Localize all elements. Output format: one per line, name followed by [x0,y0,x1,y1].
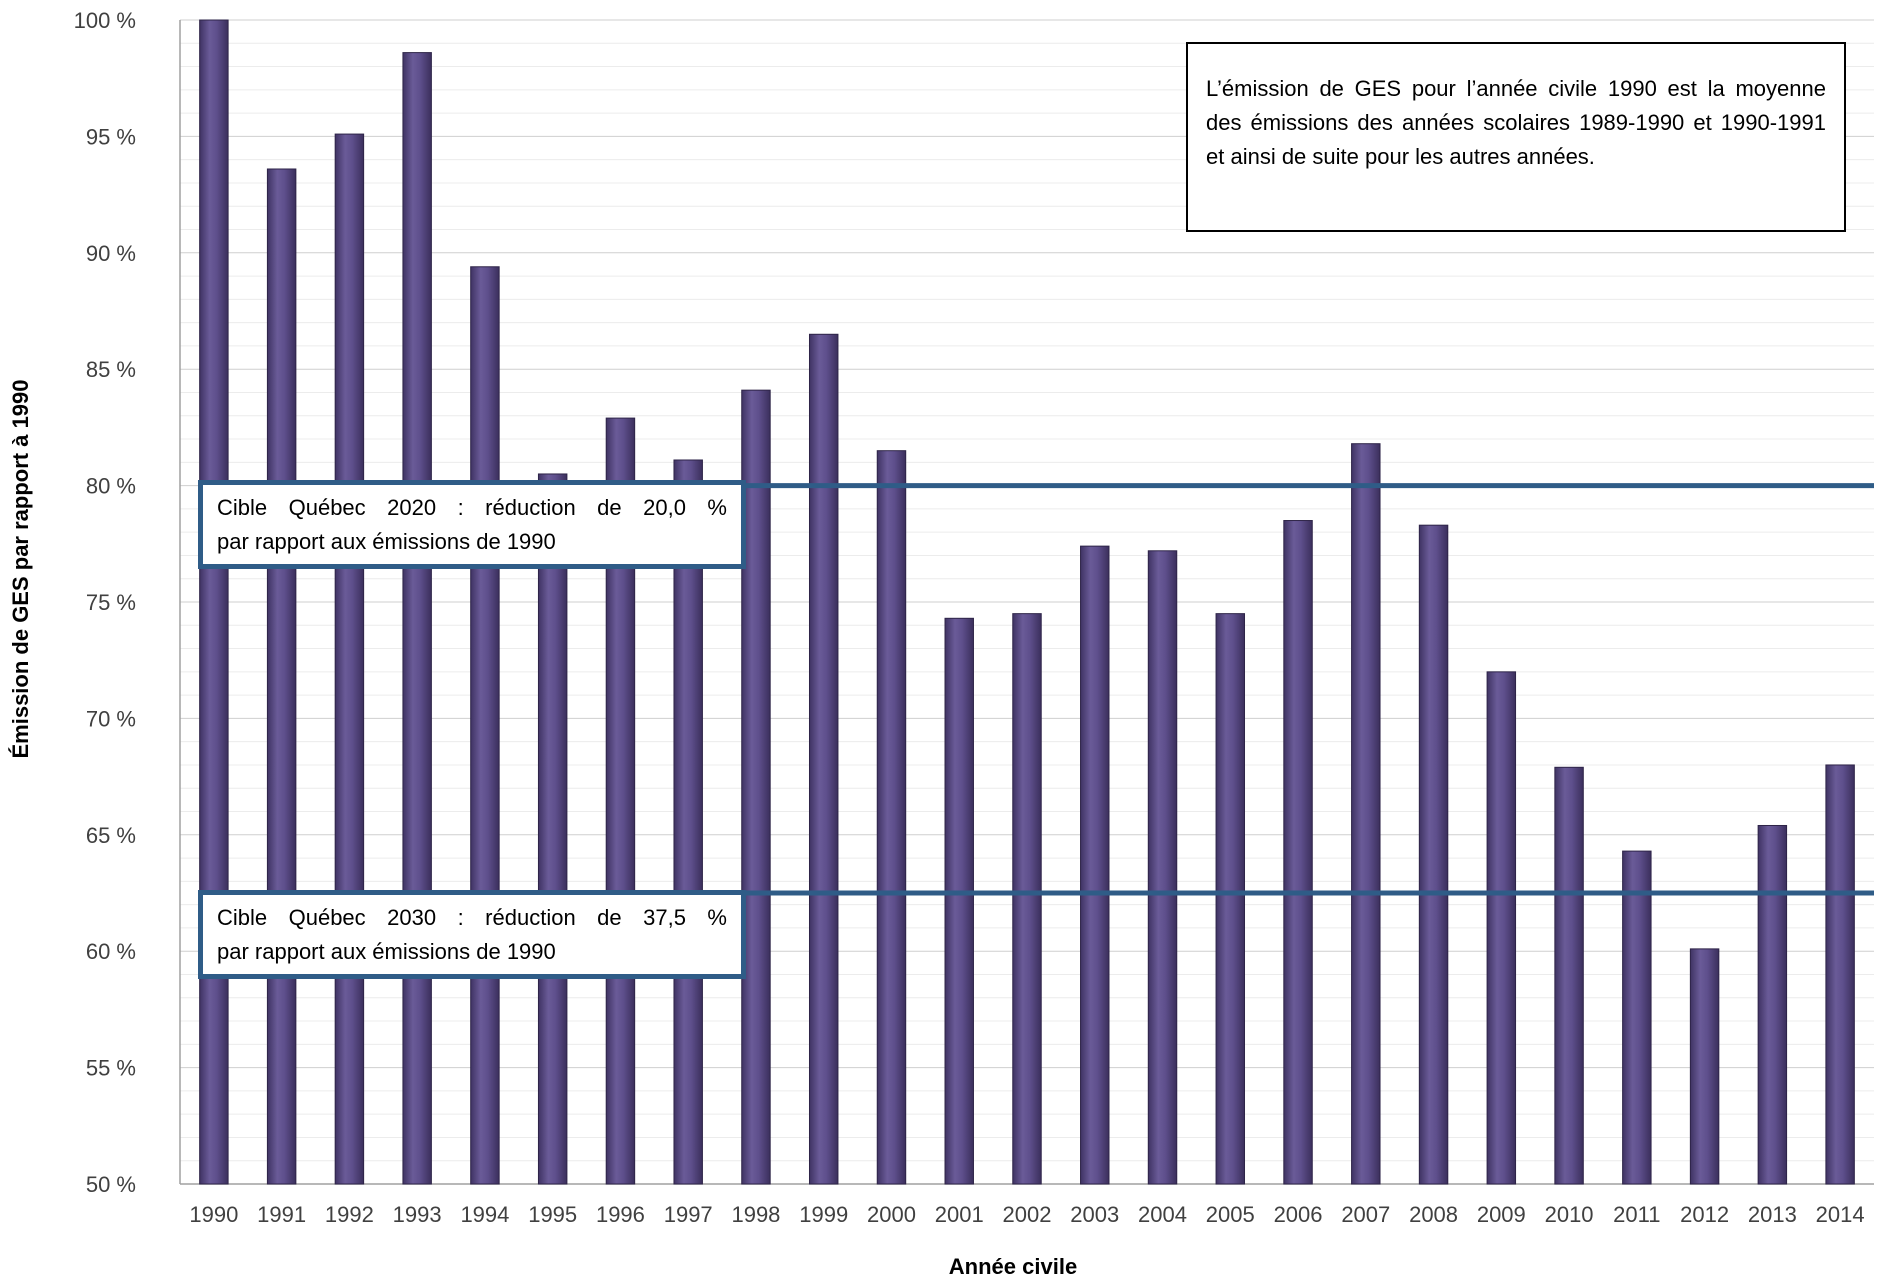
x-tick-label: 2004 [1138,1202,1187,1227]
x-tick-label: 2006 [1274,1202,1323,1227]
bar-1998 [741,389,771,1185]
x-tick-label: 2008 [1409,1202,1458,1227]
x-tick-label: 1992 [325,1202,374,1227]
x-tick-label: 1995 [528,1202,577,1227]
target-2030-label-line1: Cible Québec 2030 : réduction de 37,5 % [217,905,727,930]
bar-2014 [1825,764,1855,1185]
x-tick-label: 1996 [596,1202,645,1227]
bar-1993 [402,52,432,1185]
bar-1997 [673,459,703,1185]
x-axis-title: Année civile [949,1254,1077,1279]
y-tick-label: 55 % [86,1056,136,1081]
bar-1995 [537,473,568,1185]
y-tick-label: 85 % [86,357,136,382]
y-tick-label: 80 % [86,474,136,499]
x-tick-label: 1994 [460,1202,509,1227]
y-tick-label: 75 % [86,590,136,615]
x-tick-label: 1997 [664,1202,713,1227]
x-tick-label: 2002 [1003,1202,1052,1227]
bar-2007 [1351,443,1381,1185]
x-tick-label: 1993 [393,1202,442,1227]
bar-2005 [1215,613,1246,1185]
bar-2010 [1554,766,1584,1185]
bar-2009 [1486,671,1517,1185]
y-tick-label: 100 % [74,8,136,33]
x-tick-label: 2011 [1613,1202,1660,1227]
y-tick-label: 65 % [86,823,136,848]
x-tick-label: 1999 [799,1202,848,1227]
bar-1992 [334,133,365,1185]
target-2020-label-line2: par rapport aux émissions de 1990 [217,529,556,554]
y-tick-label: 95 % [86,124,136,149]
x-tick-label: 2003 [1070,1202,1119,1227]
bar-2002 [1012,613,1042,1185]
bar-2003 [1080,545,1110,1185]
x-tick-label: 2013 [1748,1202,1797,1227]
target-2030-label: Cible Québec 2030 : réduction de 37,5 % … [198,890,746,979]
bar-2000 [876,450,907,1185]
info-note: L’émission de GES pour l’année civile 19… [1186,42,1846,232]
bar-2008 [1418,524,1449,1185]
bar-2012 [1689,948,1720,1185]
bar-2004 [1147,550,1178,1185]
x-tick-label: 1998 [731,1202,780,1227]
x-tick-label: 2009 [1477,1202,1526,1227]
y-tick-labels: 50 % 55 % 60 % 65 % 70 % 75 % 80 % 85 % 90 % 95 %… [74,8,136,1197]
target-2030-label-line2: par rapport aux émissions de 1990 [217,939,556,964]
bars [199,19,1855,1185]
bar-2001 [944,617,974,1185]
bar-1994 [470,266,500,1185]
bar-2013 [1757,824,1788,1185]
x-tick-label: 1990 [189,1202,238,1227]
bar-2006 [1283,520,1313,1185]
x-tick-labels: 1990 1991 1992 1993 1994 1995 1996 1997 1998 1999… [189,1202,1864,1227]
x-tick-label: 1991 [257,1202,306,1227]
x-tick-label: 2001 [935,1202,984,1227]
y-tick-label: 60 % [86,939,136,964]
y-tick-label: 90 % [86,241,136,266]
x-tick-label: 2014 [1816,1202,1865,1227]
target-2020-label: Cible Québec 2020 : réduction de 20,0 % … [198,480,746,569]
x-tick-label: 2010 [1545,1202,1594,1227]
y-axis-title: Émission de GES par rapport à 1990 [8,379,33,758]
bar-1999 [808,333,839,1185]
x-tick-label: 2012 [1680,1202,1729,1227]
y-tick-label: 50 % [86,1172,136,1197]
y-tick-label: 70 % [86,706,136,731]
target-2020-label-line1: Cible Québec 2020 : réduction de 20,0 % [217,495,727,520]
bar-2011 [1622,850,1652,1185]
x-tick-label: 2005 [1206,1202,1255,1227]
bar-1991 [266,168,297,1185]
x-tick-label: 2007 [1341,1202,1390,1227]
bar-1990 [199,19,229,1185]
x-tick-label: 2000 [867,1202,916,1227]
